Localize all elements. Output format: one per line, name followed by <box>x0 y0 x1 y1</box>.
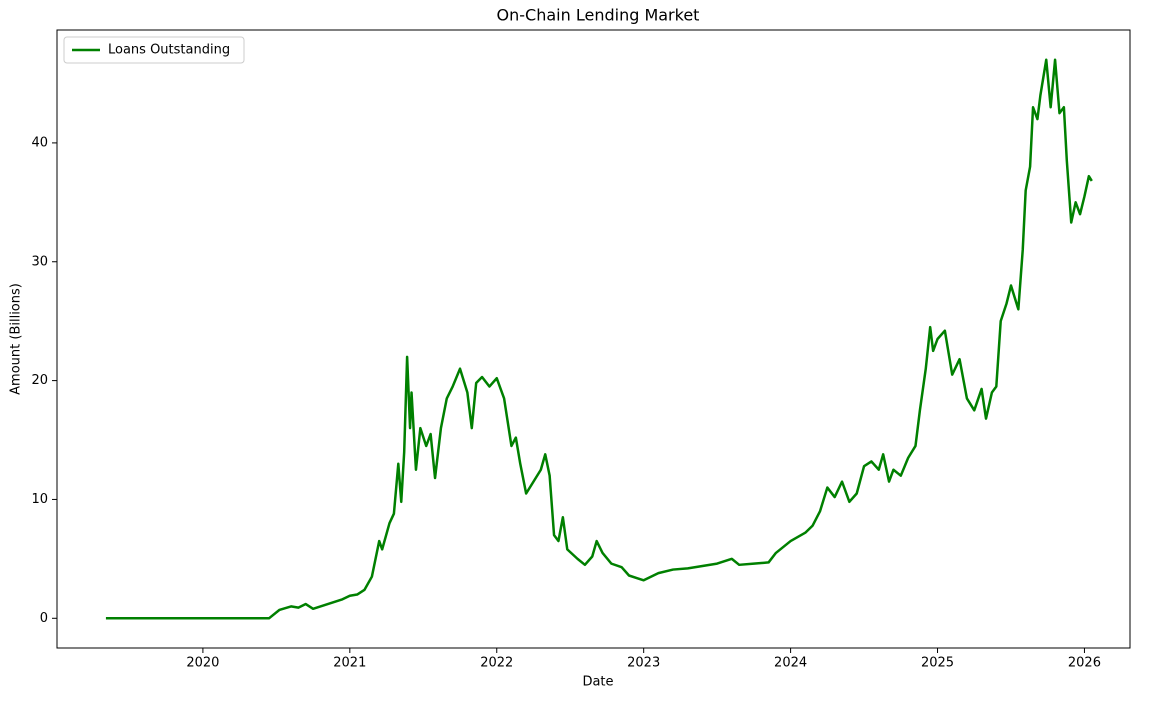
y-tick-label: 20 <box>31 373 48 388</box>
legend-label: Loans Outstanding <box>108 43 230 58</box>
x-tick-label: 2024 <box>774 656 807 671</box>
x-tick-label: 2021 <box>333 656 366 671</box>
y-tick-label: 0 <box>40 611 48 626</box>
y-tick-label: 40 <box>31 135 48 150</box>
y-tick-label: 10 <box>31 492 48 507</box>
legend-box <box>63 36 245 64</box>
x-tick-label: 2020 <box>186 656 219 671</box>
x-axis-label: Date <box>582 675 613 690</box>
chart-title: On-Chain Lending Market <box>497 6 700 25</box>
x-tick-label: 2023 <box>627 656 660 671</box>
data-line <box>105 58 1093 620</box>
x-tick-label: 2025 <box>921 656 954 671</box>
y-axis-label: Amount (Billions) <box>9 283 24 395</box>
x-tick-label: 2022 <box>480 656 513 671</box>
x-tick-label: 2026 <box>1068 656 1101 671</box>
y-tick-label: 30 <box>31 254 48 269</box>
plot-frame <box>56 29 1131 649</box>
